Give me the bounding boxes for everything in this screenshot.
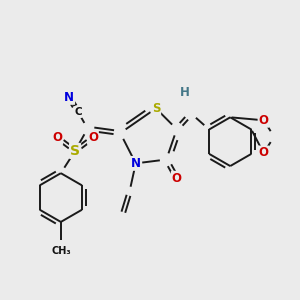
Text: O: O	[172, 172, 182, 185]
Text: O: O	[88, 131, 98, 144]
Text: H: H	[180, 86, 190, 99]
Text: O: O	[259, 146, 269, 160]
Text: C: C	[74, 107, 82, 117]
Text: O: O	[259, 114, 269, 127]
Text: S: S	[70, 144, 80, 158]
Text: N: N	[131, 157, 141, 170]
Text: N: N	[64, 91, 74, 104]
Text: S: S	[152, 102, 160, 115]
Text: O: O	[52, 131, 62, 144]
Text: CH₃: CH₃	[51, 246, 70, 256]
